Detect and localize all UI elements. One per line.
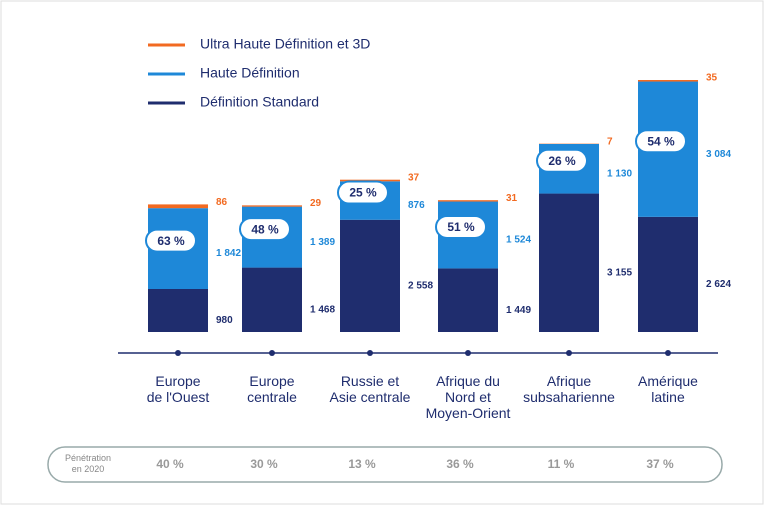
share-badge [337,180,389,205]
legend-label: Définition Standard [200,94,319,110]
share-badge [145,228,197,253]
value-label: 1 468 [310,304,335,315]
penetration-value: 13 % [348,457,376,471]
value-label: 35 [706,73,718,84]
penetration-box [47,446,723,483]
share-label: 48 % [251,222,279,236]
value-label: 1 130 [607,168,632,179]
bar-segment [539,193,599,332]
penetration-title: Pénétration en 2020 [65,453,111,474]
category-label: Europe de l'Ouest [147,373,210,405]
axis-dot [665,350,671,356]
share-label: 26 % [548,154,576,168]
value-label: 980 [216,315,233,326]
value-label: 2 624 [706,279,731,290]
category-label: Amérique latine [638,373,698,405]
penetration-value: 37 % [646,457,674,471]
axis-dot [367,350,373,356]
penetration-value: 11 % [548,457,575,471]
bar-segment [438,200,498,202]
value-label: 3 084 [706,149,731,160]
share-label: 63 % [157,234,185,248]
penetration-value: 30 % [250,457,278,471]
value-label: 1 842 [216,248,241,259]
value-label: 1 389 [310,237,335,248]
share-label: 54 % [647,134,675,148]
category-label: Europe centrale [247,373,297,405]
bar-segment [638,80,698,82]
axis-dot [465,350,471,356]
category-label: Russie et Asie centrale [330,373,411,405]
category-label: Afrique du Nord et Moyen-Orient [426,373,511,421]
share-badge [635,129,687,154]
legend-label: Haute Définition [200,65,300,81]
value-label: 1 449 [506,305,531,316]
value-label: 29 [310,198,322,209]
legend-label: Ultra Haute Définition et 3D [200,36,370,52]
bar-segment [242,267,302,332]
value-label: 876 [408,200,425,211]
axis-dot [269,350,275,356]
bar-segment [438,268,498,332]
share-badge [239,217,291,242]
axis-dot [566,350,572,356]
bar-segment [148,204,208,209]
penetration-value: 36 % [446,457,474,471]
value-label: 3 155 [607,267,632,278]
bar-segment [638,216,698,332]
share-label: 25 % [349,186,377,200]
share-label: 51 % [447,220,475,234]
bar-segment [340,219,400,332]
category-label: Afrique subsaharienne [523,373,615,405]
bar-segment [340,179,400,182]
value-label: 86 [216,197,228,208]
bar-segment [242,205,302,207]
penetration-value: 40 % [156,457,184,471]
axis-dot [175,350,181,356]
value-label: 1 524 [506,235,531,246]
share-badge [435,214,487,239]
bar-segment [148,288,208,332]
value-label: 2 558 [408,281,433,292]
share-badge [536,148,588,173]
value-label: 37 [408,172,420,183]
value-label: 7 [607,136,613,147]
value-label: 31 [506,193,518,204]
